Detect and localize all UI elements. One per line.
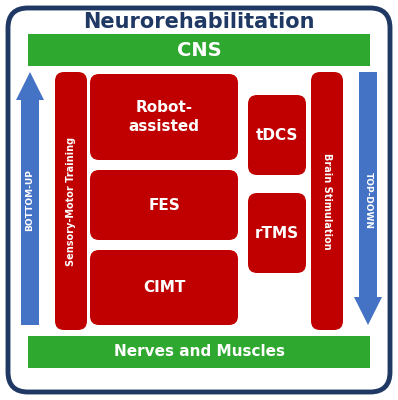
FancyBboxPatch shape <box>311 72 343 330</box>
FancyBboxPatch shape <box>28 34 370 66</box>
Text: CNS: CNS <box>177 40 221 60</box>
Polygon shape <box>354 72 382 325</box>
Text: CIMT: CIMT <box>143 280 185 296</box>
FancyBboxPatch shape <box>90 74 238 160</box>
Text: Robot-
assisted: Robot- assisted <box>129 100 199 134</box>
FancyBboxPatch shape <box>248 193 306 273</box>
FancyBboxPatch shape <box>28 336 370 368</box>
Text: Brain Stimulation: Brain Stimulation <box>322 153 332 249</box>
Text: rTMS: rTMS <box>255 226 299 240</box>
FancyBboxPatch shape <box>248 95 306 175</box>
FancyBboxPatch shape <box>90 250 238 325</box>
Text: BOTTOM-UP: BOTTOM-UP <box>25 169 35 231</box>
Text: FES: FES <box>148 198 180 212</box>
Text: tDCS: tDCS <box>256 128 298 142</box>
Text: TOP-DOWN: TOP-DOWN <box>363 172 373 228</box>
Text: Nerves and Muscles: Nerves and Muscles <box>113 344 285 360</box>
FancyBboxPatch shape <box>8 8 390 392</box>
Text: Sensory-Motor Training: Sensory-Motor Training <box>66 136 76 266</box>
Polygon shape <box>16 72 44 325</box>
FancyBboxPatch shape <box>90 170 238 240</box>
FancyBboxPatch shape <box>55 72 87 330</box>
Text: Neurorehabilitation: Neurorehabilitation <box>83 12 315 32</box>
